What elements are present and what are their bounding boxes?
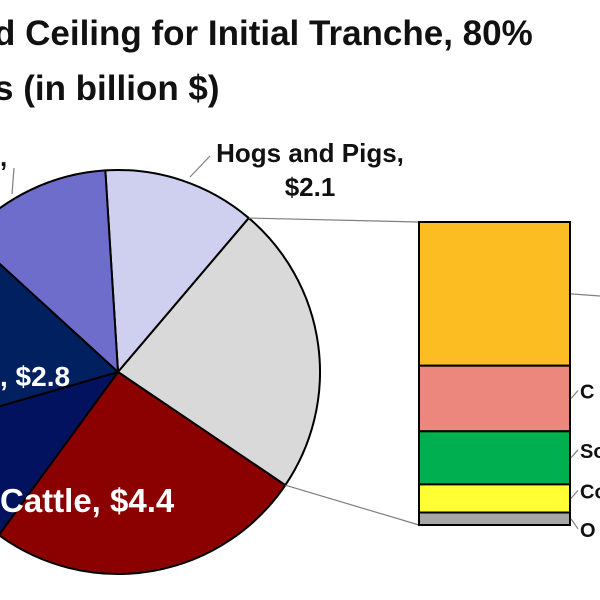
pie-slice-hogs-and-pigs	[104, 169, 251, 375]
bar-segment-salmon-segment	[418, 364, 571, 433]
label-hogs-and-pigs-value: $2.1	[285, 172, 336, 202]
bar-segment-orange-segment	[418, 221, 571, 367]
leader-bar-segment-4	[570, 490, 579, 499]
pie-chart	[0, 169, 321, 575]
pie-slice-dairy	[0, 370, 121, 536]
bar-segment-green-segment	[418, 430, 571, 486]
label-hogs-and-pigs: Hogs and Pigs,	[216, 138, 404, 168]
leader-bar-segment-3	[570, 449, 579, 459]
pie-slice-purple-slice	[0, 169, 120, 375]
pie-slice-cattle	[0, 370, 287, 575]
connector-top	[248, 217, 420, 223]
label-bar-segment-5: O	[580, 520, 596, 542]
chart-title-line1: d Ceiling for Initial Tranche, 80%	[0, 14, 533, 53]
label-purple-slice: ,	[0, 142, 7, 172]
pie-slice-other	[116, 216, 321, 487]
label-bar-segment-2: C	[580, 382, 594, 404]
chart-title-line2: s (in billion $)	[0, 69, 220, 108]
pie-bar-connectors	[248, 217, 420, 526]
leader-bar-segment-1	[570, 293, 600, 297]
data-labels: Hogs and Pigs, $2.1, , $2.8 Cattle, $4.4 C So…	[0, 138, 600, 542]
leader-hogs-and-pigs	[189, 155, 211, 178]
connector-bottom	[285, 484, 420, 526]
pie-slice-dark-navy-slice	[0, 262, 120, 408]
bar-segment-gray-segment	[418, 511, 571, 527]
label-navy-slice: , $2.8	[0, 361, 70, 392]
label-bar-segment-4: Co	[580, 481, 600, 503]
bar-segment-yellow-segment	[418, 483, 571, 514]
leader-bar-segment-2	[570, 390, 579, 399]
leader-bar-segment-5	[570, 518, 579, 530]
label-bar-segment-3: So	[580, 441, 600, 463]
label-cattle: Cattle, $4.4	[0, 482, 175, 519]
stacked-bar	[418, 221, 571, 527]
leader-purple-slice	[11, 167, 15, 195]
